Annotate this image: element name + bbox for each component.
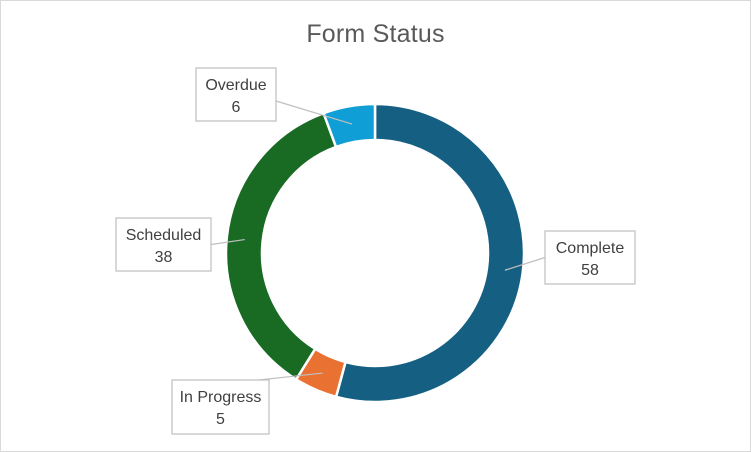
data-label-callouts: Complete 58 In Progress 5 Scheduled 38 Overdue… — [115, 67, 636, 435]
data-label-category-overdue: Overdue — [205, 77, 266, 94]
leader-line-overdue — [275, 100, 353, 125]
slice-overdue — [321, 102, 377, 149]
leader-line-complete — [504, 256, 546, 271]
slice-scheduled — [224, 111, 338, 382]
data-label-value-scheduled: 38 — [155, 249, 173, 266]
slice-complete — [334, 102, 526, 404]
callout-box-in-progress — [171, 379, 270, 435]
data-label-category-in-progress: In Progress — [180, 389, 262, 406]
data-label-value-in-progress: 5 — [216, 411, 225, 428]
donut-slices — [224, 102, 526, 404]
data-label-value-complete: 58 — [581, 262, 599, 279]
data-label-category-scheduled: Scheduled — [126, 227, 202, 244]
callout-box-scheduled — [115, 217, 212, 272]
leader-line-scheduled — [210, 238, 245, 246]
data-label-value-overdue: 6 — [232, 99, 241, 116]
data-label-category-complete: Complete — [556, 240, 625, 257]
callout-box-overdue — [195, 67, 277, 122]
leader-line-in-progress — [258, 372, 323, 381]
chart-title: Form Status — [306, 20, 445, 48]
callout-box-complete — [544, 230, 636, 285]
